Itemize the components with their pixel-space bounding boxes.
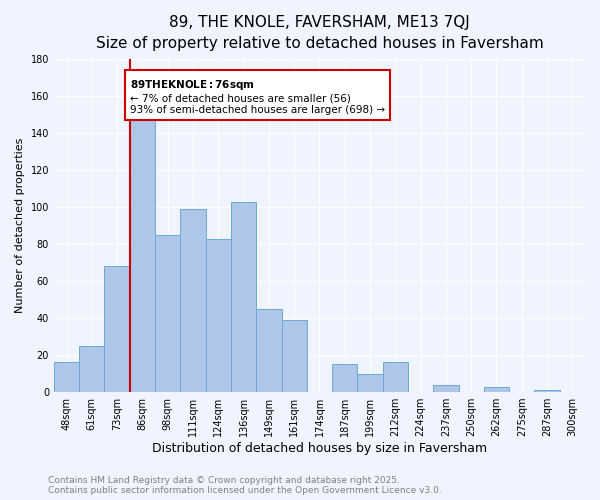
Bar	[383, 362, 408, 392]
Bar	[206, 238, 231, 392]
Text: $\bf{89 THE KNOLE: 76sqm}$
← 7% of detached houses are smaller (56)
93% of semi-: $\bf{89 THE KNOLE: 76sqm}$ ← 7% of detac…	[130, 78, 385, 115]
Bar	[54, 362, 79, 392]
Bar	[79, 346, 104, 392]
Title: 89, THE KNOLE, FAVERSHAM, ME13 7QJ
Size of property relative to detached houses : 89, THE KNOLE, FAVERSHAM, ME13 7QJ Size …	[95, 15, 544, 51]
Bar	[181, 209, 206, 392]
Bar	[535, 390, 560, 392]
Bar	[433, 384, 458, 392]
Bar	[332, 364, 358, 392]
Bar	[104, 266, 130, 392]
Bar	[484, 386, 509, 392]
Bar	[231, 202, 256, 392]
Y-axis label: Number of detached properties: Number of detached properties	[15, 138, 25, 314]
Bar	[256, 309, 281, 392]
Bar	[155, 235, 181, 392]
Bar	[281, 320, 307, 392]
Bar	[130, 120, 155, 392]
Bar	[358, 374, 383, 392]
X-axis label: Distribution of detached houses by size in Faversham: Distribution of detached houses by size …	[152, 442, 487, 455]
Text: Contains HM Land Registry data © Crown copyright and database right 2025.
Contai: Contains HM Land Registry data © Crown c…	[48, 476, 442, 495]
